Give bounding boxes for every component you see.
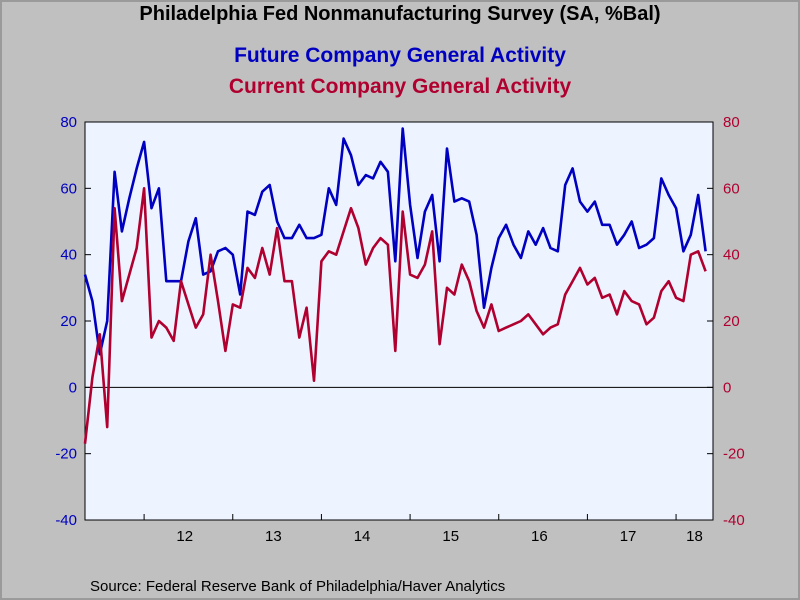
right-tick-label: 40 — [723, 247, 740, 264]
left-tick-label: 60 — [60, 180, 77, 197]
right-axis: 80 60 40 20 0 -20 -40 — [707, 114, 745, 529]
x-axis: 12 13 14 15 16 17 18 — [143, 514, 703, 545]
left-tick-label: 20 — [60, 313, 77, 330]
left-tick-label: 40 — [60, 247, 77, 264]
x-tick-label: 12 — [176, 528, 193, 545]
chart-title: Philadelphia Fed Nonmanufacturing Survey… — [139, 3, 661, 25]
right-tick-label: -20 — [723, 446, 745, 463]
future-activity-line — [83, 127, 707, 356]
series-label-current: Current Company General Activity — [228, 75, 572, 98]
series-label-future: Future Company General Activity — [234, 44, 566, 67]
x-tick-label: 15 — [442, 528, 459, 545]
right-tick-label: -40 — [723, 512, 745, 529]
x-tick-label: 17 — [620, 528, 637, 545]
x-tick-label: 16 — [531, 528, 548, 545]
left-axis: 80 60 40 20 0 -20 -40 — [55, 114, 91, 529]
source-note: Source: Federal Reserve Bank of Philadel… — [90, 578, 506, 595]
current-activity-line — [83, 187, 707, 444]
left-tick-label: 0 — [69, 379, 77, 396]
right-tick-label: 0 — [723, 379, 731, 396]
right-tick-label: 20 — [723, 313, 740, 330]
right-tick-label: 60 — [723, 180, 740, 197]
series-lines — [83, 127, 707, 444]
x-tick-label: 14 — [354, 528, 371, 545]
left-tick-label: 80 — [60, 114, 77, 131]
left-tick-label: -40 — [55, 512, 77, 529]
right-tick-label: 80 — [723, 114, 740, 131]
x-tick-label: 18 — [686, 528, 703, 545]
x-tick-label: 13 — [265, 528, 282, 545]
left-tick-label: -20 — [55, 446, 77, 463]
